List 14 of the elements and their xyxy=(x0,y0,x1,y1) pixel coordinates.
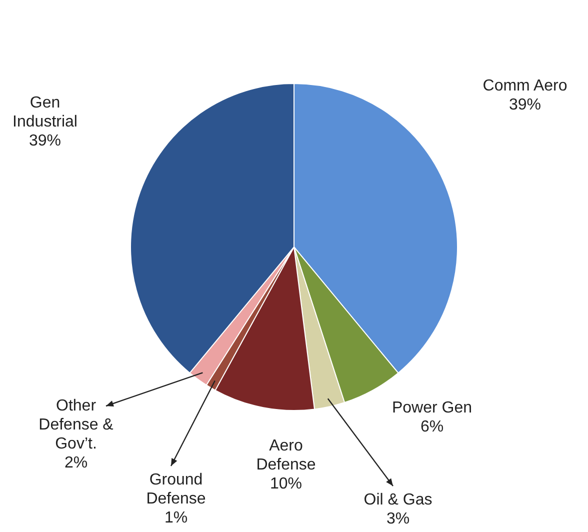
slice-label: Other Defense & Gov’t. xyxy=(38,397,114,452)
data-label: 6% xyxy=(420,418,444,436)
slice-label: Aero Defense xyxy=(256,437,316,474)
slice-label: Gen Industrial xyxy=(12,94,78,130)
slice-label: Oil & Gas xyxy=(364,491,432,508)
data-label: 10% xyxy=(270,475,302,492)
data-label: 3% xyxy=(386,510,410,528)
data-label: 39% xyxy=(508,96,542,114)
data-label: 2% xyxy=(64,454,88,472)
data-label: 1% xyxy=(164,509,188,526)
slice-label: Power Gen xyxy=(392,399,472,416)
slice-label: Ground Defense xyxy=(146,471,206,508)
slice-label: Comm Aero xyxy=(482,77,568,94)
data-label: 39% xyxy=(28,132,62,150)
